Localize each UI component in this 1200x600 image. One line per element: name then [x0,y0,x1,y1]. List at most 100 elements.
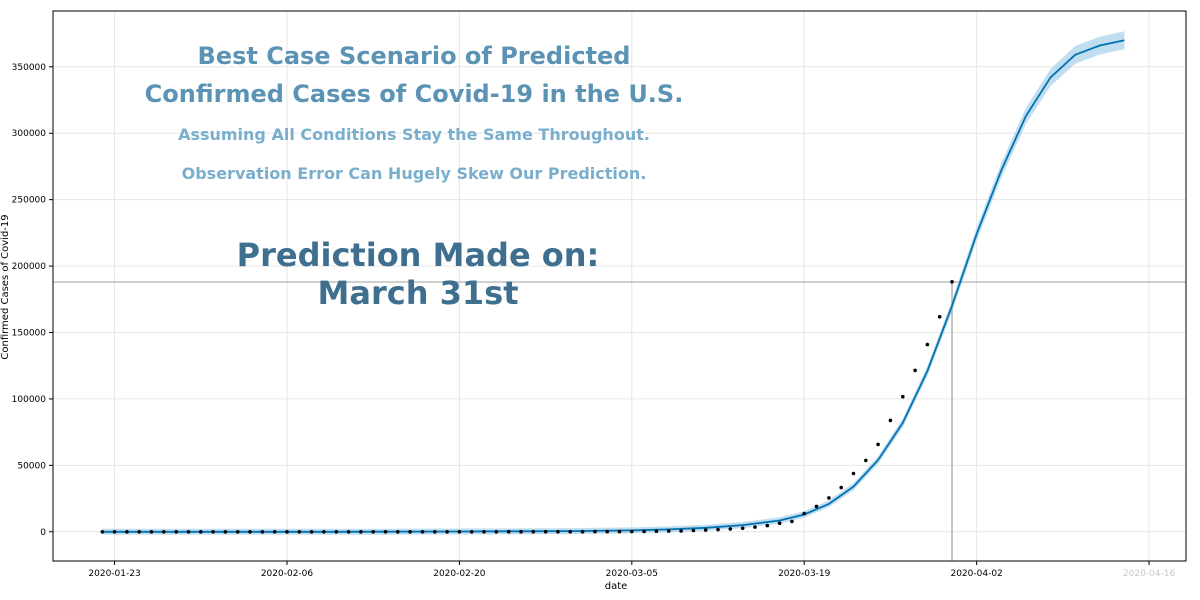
observed-point [260,530,265,534]
observed-point [396,530,400,534]
observed-point [346,530,351,534]
observed-point [568,529,572,534]
observed-point [901,394,905,399]
observed-point [802,511,806,516]
y-tick-label: 0 [40,528,46,538]
observed-point [580,529,585,534]
observed-point [174,530,178,534]
observed-point [777,521,782,525]
observed-point [642,529,646,534]
observed-point [790,519,794,524]
chart-subtitle-line-2: Observation Error Can Hugely Skew Our Pr… [182,164,647,183]
forecast-line-layer [102,39,1125,533]
observed-point [359,530,363,534]
y-tick-label: 100000 [12,395,47,405]
observed-point [839,485,843,490]
observed-point [506,529,511,534]
observed-point [703,528,708,532]
observed-point [112,530,117,534]
observed-point [605,529,609,534]
observed-point [162,530,166,534]
reference-lines-layer [53,281,1186,561]
observed-point [199,530,203,534]
observed-point [654,529,659,533]
observed-point [223,530,228,534]
observed-point [593,529,597,534]
observed-point [617,529,622,534]
observed-point [925,342,930,347]
observed-point [383,530,388,534]
observed-point [494,530,499,534]
y-tick-label: 150000 [12,328,47,338]
observed-point [814,504,819,509]
y-tick-label: 200000 [12,262,47,272]
plot-frame [52,10,1187,562]
tick-layer: 2020-01-23 2020-02-06 2020-02-20 2020-03-05… [12,63,1176,579]
chart-title-line-2: Confirmed Cases of Covid-19 in the U.S. [145,80,684,108]
observed-point [469,530,474,534]
observed-point [765,523,770,528]
observed-point [716,527,720,532]
x-tick-label: 2020-02-20 [433,569,486,579]
x-tick-label: 2020-04-16 [1123,569,1176,579]
x-tick-label: 2020-01-23 [88,569,140,579]
observed-point [186,530,191,534]
observed-point [457,530,462,534]
grid-layer [53,11,1186,561]
observed-point [125,530,129,534]
observed-point [482,530,486,534]
observed-point [334,530,339,534]
observed-point [630,529,634,534]
observed-point [433,530,437,534]
observed-point [322,530,326,534]
x-tick-label: 2020-04-02 [950,569,1002,579]
y-tick-label: 300000 [12,129,47,139]
observed-point [753,525,757,529]
observed-point [888,418,893,423]
observed-point [937,315,942,319]
observed-point [913,368,917,373]
observed-point [728,527,733,531]
observed-point [864,458,868,463]
chart-subtitle-line-1: Assuming All Conditions Stay the Same Th… [178,125,650,144]
observed-point [272,530,277,534]
x-tick-label: 2020-02-06 [261,569,314,579]
observed-point [309,530,314,534]
y-tick-label: 50000 [17,461,46,471]
observed-point [740,526,745,530]
chart-title-line-1: Best Case Scenario of Predicted [198,42,631,70]
y-tick-label: 350000 [12,63,47,73]
x-axis-label: date [605,581,628,592]
observed-point [519,529,523,534]
observed-point [371,530,376,534]
observed-point [876,442,880,447]
observed-point [667,529,671,533]
observed-point [679,529,683,533]
observed-point [827,496,831,500]
x-tick-label: 2020-03-19 [778,569,831,579]
observed-point [556,529,560,534]
observed-point [297,530,302,534]
observed-point [691,528,696,533]
observed-point [211,530,215,534]
observed-point [420,530,425,534]
y-axis-label: Confirmed Cases of Covid-19 [0,214,11,359]
forecast-line [102,39,1125,533]
observed-point [531,529,536,534]
observed-point [851,471,856,476]
x-tick-label: 2020-03-05 [606,569,658,579]
observed-point [137,530,141,534]
observed-point [445,530,449,534]
observed-point [408,530,412,534]
observed-point [285,530,289,534]
observed-point [543,529,548,534]
observed-point [950,280,954,284]
observed-points-layer [100,280,954,534]
observed-point [248,530,252,534]
prediction-date-annotation-line-1: Prediction Made on: [237,236,600,274]
y-tick-label: 250000 [12,196,47,206]
observed-point [235,530,240,534]
observed-point [100,530,105,534]
observed-point [149,530,154,534]
